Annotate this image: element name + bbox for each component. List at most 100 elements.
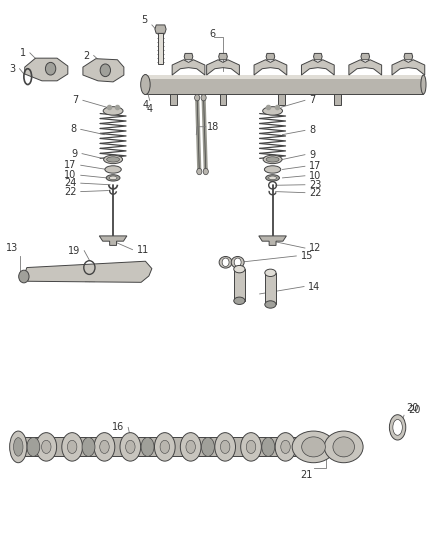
Text: 2: 2 (83, 51, 90, 61)
Ellipse shape (201, 438, 215, 456)
Text: 9: 9 (72, 149, 78, 159)
Ellipse shape (215, 433, 236, 461)
Polygon shape (313, 53, 322, 60)
Text: 10: 10 (309, 171, 322, 181)
Ellipse shape (219, 256, 232, 268)
Circle shape (19, 270, 29, 283)
Text: 14: 14 (309, 281, 321, 292)
Ellipse shape (67, 440, 77, 454)
Text: 19: 19 (68, 246, 80, 256)
Ellipse shape (393, 419, 402, 435)
Circle shape (194, 94, 200, 101)
Circle shape (203, 168, 208, 175)
Polygon shape (334, 94, 341, 104)
Text: 9: 9 (309, 150, 316, 160)
Ellipse shape (82, 438, 95, 456)
Ellipse shape (264, 166, 281, 173)
Ellipse shape (265, 269, 276, 277)
Polygon shape (158, 34, 163, 64)
Ellipse shape (324, 431, 363, 463)
Text: 16: 16 (111, 422, 124, 432)
Ellipse shape (36, 433, 57, 461)
Polygon shape (146, 75, 423, 94)
Ellipse shape (10, 431, 27, 463)
Text: 6: 6 (209, 29, 215, 39)
Circle shape (45, 62, 56, 75)
Text: 7: 7 (73, 95, 79, 106)
Ellipse shape (14, 438, 23, 456)
Ellipse shape (266, 157, 279, 162)
Ellipse shape (100, 440, 109, 454)
Text: 12: 12 (309, 243, 322, 253)
Ellipse shape (103, 107, 123, 115)
Polygon shape (25, 58, 68, 81)
Text: 8: 8 (70, 124, 76, 134)
Ellipse shape (263, 107, 282, 115)
Ellipse shape (186, 440, 195, 454)
Text: 20: 20 (408, 405, 421, 415)
Ellipse shape (262, 438, 275, 456)
Text: 15: 15 (301, 251, 313, 261)
Text: 17: 17 (309, 161, 322, 171)
Ellipse shape (292, 431, 335, 463)
Text: 23: 23 (309, 180, 322, 190)
Polygon shape (155, 25, 166, 34)
Ellipse shape (62, 433, 83, 461)
Text: 5: 5 (141, 15, 148, 25)
Text: 24: 24 (64, 178, 76, 188)
Text: 10: 10 (64, 170, 76, 180)
Text: 22: 22 (309, 188, 322, 198)
Circle shape (197, 168, 202, 175)
Circle shape (100, 64, 111, 77)
Ellipse shape (160, 440, 170, 454)
Ellipse shape (125, 440, 135, 454)
Ellipse shape (275, 433, 296, 461)
Ellipse shape (301, 433, 322, 461)
Ellipse shape (281, 440, 290, 454)
Ellipse shape (234, 297, 245, 304)
Polygon shape (265, 273, 276, 304)
Ellipse shape (141, 438, 154, 456)
Ellipse shape (42, 440, 51, 454)
Polygon shape (18, 438, 344, 456)
Ellipse shape (107, 157, 120, 162)
Circle shape (234, 258, 241, 266)
Ellipse shape (106, 175, 120, 181)
Ellipse shape (27, 438, 40, 456)
Ellipse shape (109, 176, 117, 180)
Polygon shape (349, 60, 382, 75)
Ellipse shape (307, 440, 316, 454)
Ellipse shape (105, 166, 121, 173)
Polygon shape (218, 53, 227, 60)
Text: 21: 21 (300, 470, 312, 480)
Ellipse shape (421, 75, 426, 94)
Ellipse shape (231, 256, 244, 268)
Polygon shape (259, 236, 286, 245)
Ellipse shape (265, 301, 276, 308)
Ellipse shape (234, 265, 245, 273)
Ellipse shape (302, 437, 326, 457)
Text: 3: 3 (9, 64, 15, 74)
Polygon shape (302, 60, 334, 75)
Circle shape (201, 94, 206, 101)
Polygon shape (234, 269, 245, 301)
Polygon shape (207, 60, 239, 75)
Polygon shape (170, 94, 177, 104)
Ellipse shape (339, 438, 348, 456)
Text: 1: 1 (20, 48, 26, 58)
Text: 22: 22 (64, 187, 76, 197)
Text: 7: 7 (309, 95, 316, 106)
Polygon shape (219, 94, 226, 104)
Ellipse shape (246, 440, 256, 454)
Ellipse shape (120, 433, 141, 461)
Text: 17: 17 (64, 160, 76, 170)
Ellipse shape (94, 433, 115, 461)
Polygon shape (21, 261, 152, 282)
Text: 20: 20 (406, 403, 419, 413)
Polygon shape (146, 75, 423, 79)
Text: 8: 8 (309, 125, 316, 135)
Polygon shape (266, 53, 275, 60)
Ellipse shape (333, 437, 354, 457)
Circle shape (222, 258, 229, 266)
Text: 4: 4 (142, 100, 149, 110)
